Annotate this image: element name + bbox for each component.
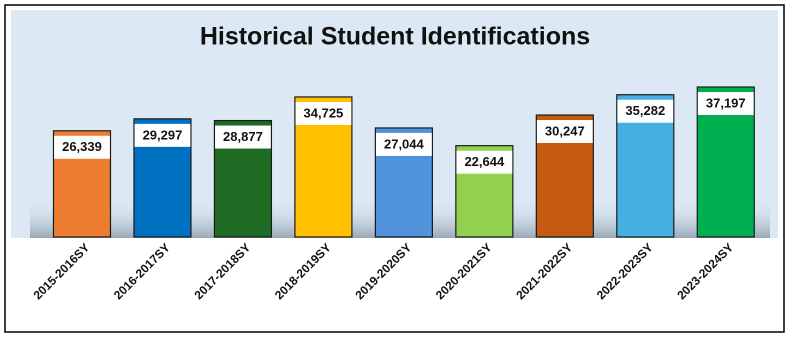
label-box bbox=[617, 99, 674, 123]
value-label: 29,297 bbox=[143, 127, 183, 142]
value-label: 37,197 bbox=[706, 95, 746, 110]
label-box bbox=[536, 120, 593, 144]
value-label: 35,282 bbox=[625, 103, 665, 118]
chart-title: Historical Student Identifications bbox=[200, 23, 590, 51]
label-box bbox=[456, 150, 513, 174]
label-box bbox=[215, 125, 271, 149]
label-box bbox=[697, 92, 754, 115]
value-label: 34,725 bbox=[304, 105, 344, 120]
value-label: 30,247 bbox=[545, 123, 585, 138]
label-box bbox=[134, 123, 191, 147]
label-box bbox=[54, 135, 110, 159]
value-label: 27,044 bbox=[384, 136, 425, 151]
label-box bbox=[295, 101, 352, 125]
value-label: 26,339 bbox=[62, 139, 102, 154]
value-label: 22,644 bbox=[464, 154, 505, 169]
value-label: 28,877 bbox=[223, 129, 263, 144]
label-box bbox=[375, 132, 432, 156]
